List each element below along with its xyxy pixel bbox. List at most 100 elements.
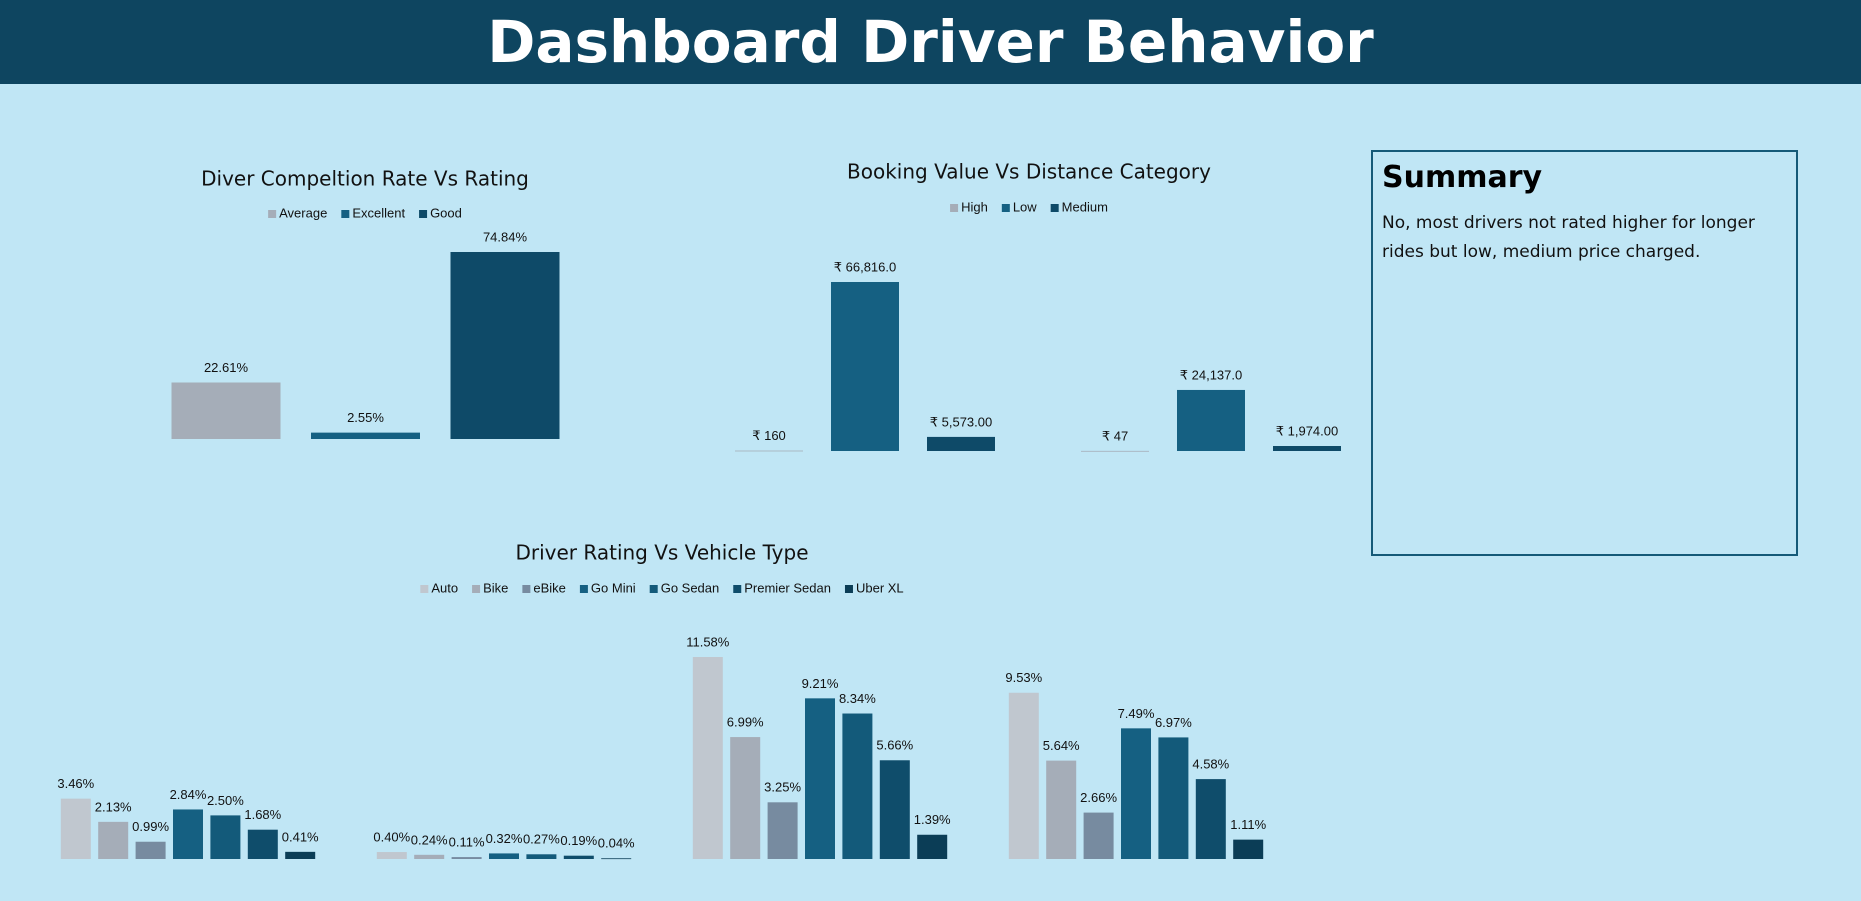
legend-swatch <box>1050 204 1059 212</box>
legend: Auto Bike eBike Go Mini Go Sedan Premier Seda… <box>420 580 904 595</box>
bar <box>879 760 910 859</box>
bar <box>601 858 632 860</box>
data-label: ₹ 24,137.0 <box>1180 367 1243 382</box>
data-label: ₹ 47 <box>1102 428 1128 443</box>
legend-swatch <box>341 210 350 218</box>
bar <box>1177 389 1245 451</box>
summary-text: No, most drivers not rated higher for lo… <box>1382 213 1755 262</box>
bar <box>285 851 316 859</box>
bar <box>1046 760 1077 859</box>
legend-label: Excellent <box>352 205 405 220</box>
bar <box>98 821 129 859</box>
data-label: 6.97% <box>1155 715 1192 730</box>
data-label: 74.84% <box>483 229 528 244</box>
bar <box>60 798 91 859</box>
data-label: 7.49% <box>1118 706 1155 721</box>
bar <box>927 436 995 451</box>
data-label: 0.41% <box>282 829 319 844</box>
bar <box>1158 737 1189 859</box>
legend-label: Good <box>430 205 462 220</box>
legend-swatch <box>268 210 277 218</box>
data-label: 3.46% <box>57 776 94 791</box>
bar <box>1008 692 1039 859</box>
bar <box>1273 446 1341 451</box>
bar <box>173 809 203 859</box>
legend-swatch <box>844 585 853 593</box>
data-label: 2.66% <box>1080 790 1117 805</box>
data-label: ₹ 160 <box>752 428 786 443</box>
data-label: 9.53% <box>1005 670 1042 685</box>
legend-label: Go Mini <box>591 580 636 595</box>
legend-swatch <box>950 204 959 212</box>
data-label: 1.39% <box>914 812 951 827</box>
bar <box>489 853 519 859</box>
header-title: Dashboard Driver Behavior <box>0 0 1861 84</box>
legend-swatch <box>522 585 531 593</box>
data-label: 0.32% <box>486 831 523 846</box>
bar <box>526 854 557 859</box>
data-label: 0.11% <box>449 835 485 850</box>
bar <box>563 855 594 859</box>
legend: Average Excellent Good <box>268 205 462 220</box>
legend-swatch <box>420 585 429 593</box>
data-label: 3.25% <box>764 780 801 795</box>
bar <box>376 852 407 859</box>
bar <box>451 857 482 859</box>
data-label: ₹ 1,974.00 <box>1276 423 1339 438</box>
data-label: 1.11% <box>1230 817 1266 832</box>
data-label: ₹ 5,573.00 <box>930 414 993 429</box>
legend-label: Uber XL <box>856 580 904 595</box>
chart-title: Diver Compeltion Rate Vs Rating <box>201 167 529 191</box>
data-label: 2.55% <box>347 410 384 425</box>
data-label: 0.19% <box>560 833 597 848</box>
data-label: 0.40% <box>373 829 410 844</box>
legend-label: Average <box>279 205 327 220</box>
data-label: 22.61% <box>204 360 249 375</box>
data-label: 9.21% <box>802 676 839 691</box>
legend-swatch <box>579 585 588 593</box>
bar <box>735 450 803 452</box>
bar <box>1233 839 1264 859</box>
bar <box>247 829 278 859</box>
legend-swatch <box>1001 204 1010 212</box>
legend-label: Low <box>1013 199 1037 214</box>
bar <box>450 252 560 439</box>
data-label: 4.58% <box>1192 757 1229 772</box>
legend-label: eBike <box>533 580 566 595</box>
legend-swatch <box>472 585 481 593</box>
bar <box>692 657 723 859</box>
legend-label: Auto <box>431 580 458 595</box>
legend-swatch <box>649 585 658 593</box>
data-label: 2.13% <box>95 799 132 814</box>
legend-swatch <box>733 585 742 593</box>
data-label: 2.50% <box>207 793 244 808</box>
legend-label: Medium <box>1062 199 1108 214</box>
data-label: 2.84% <box>170 787 207 802</box>
bar <box>414 854 445 859</box>
data-label: 1.68% <box>244 807 281 822</box>
data-label: 5.66% <box>876 738 913 753</box>
bar <box>1195 779 1226 859</box>
bar <box>767 802 798 859</box>
bar <box>831 282 899 451</box>
data-label: 0.27% <box>523 832 560 847</box>
legend-label: High <box>961 199 988 214</box>
bar <box>135 841 166 859</box>
legend-label: Go Sedan <box>661 580 720 595</box>
bar <box>171 382 281 439</box>
data-label: 0.04% <box>598 836 635 851</box>
bar <box>311 432 420 439</box>
summary-title: Summary <box>1382 160 1543 195</box>
data-label: 0.24% <box>411 832 448 847</box>
data-label: 11.58% <box>686 634 730 649</box>
legend-label: Bike <box>483 580 508 595</box>
bar <box>842 713 873 859</box>
bar <box>1121 728 1151 859</box>
data-label: 0.99% <box>132 819 169 834</box>
data-label: 8.34% <box>839 691 876 706</box>
data-label: 6.99% <box>727 715 764 730</box>
data-label: ₹ 66,816.0 <box>834 259 897 274</box>
bar <box>210 815 241 859</box>
